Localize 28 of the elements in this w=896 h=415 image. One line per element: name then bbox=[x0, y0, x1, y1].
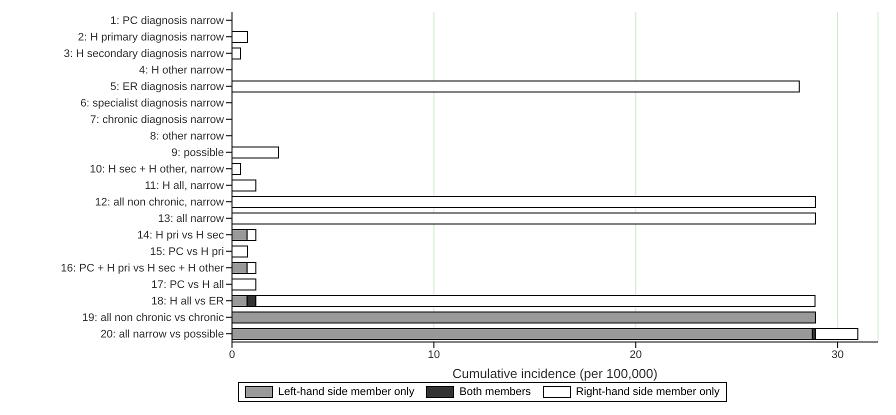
y-tick-label: 6: specialist diagnosis narrow bbox=[80, 98, 224, 110]
y-tick-label: 14: H pri vs H sec bbox=[137, 230, 224, 242]
y-tick-label: 17: PC vs H all bbox=[151, 279, 224, 292]
y-tick-label: 15: PC vs H pri bbox=[150, 246, 224, 258]
y-tick-label: 16: PC + H pri vs H sec + H other bbox=[60, 262, 224, 275]
x-tick-label: 0 bbox=[228, 348, 236, 361]
y-tick-label: 13: all narrow bbox=[158, 213, 224, 226]
y-tick-label: 10: H sec + H other, narrow bbox=[90, 164, 224, 176]
legend-label: Right-hand side member only bbox=[576, 386, 720, 398]
y-tick-label: 1: PC diagnosis narrow bbox=[110, 15, 224, 28]
y-tick-label: 18: H all vs ER bbox=[151, 296, 224, 308]
x-axis-title: Cumulative incidence (per 100,000) bbox=[452, 366, 658, 381]
y-tick-label: 12: all non chronic, narrow bbox=[94, 196, 224, 209]
y-tick-label: 20: all narrow vs possible bbox=[100, 328, 224, 341]
y-tick-label: 3: H secondary diagnosis narrow bbox=[64, 48, 224, 60]
y-tick-label: 19: all non chronic vs chronic bbox=[82, 312, 224, 324]
y-tick-label: 7: chronic diagnosis narrow bbox=[90, 114, 224, 126]
x-tick-label: 30 bbox=[832, 348, 844, 361]
legend-label: Both members bbox=[459, 386, 531, 398]
y-tick-label: 11: H all, narrow bbox=[144, 180, 224, 192]
y-tick-label: 4: H other narrow bbox=[139, 64, 224, 77]
y-tick-label: 5: ER diagnosis narrow bbox=[110, 81, 224, 94]
x-tick-label: 20 bbox=[630, 348, 642, 361]
x-tick-label: 10 bbox=[428, 348, 440, 361]
y-tick-label: 8: other narrow bbox=[150, 130, 224, 143]
y-tick-label: 2: H primary diagnosis narrow bbox=[78, 32, 224, 44]
y-tick-label: 9: possible bbox=[171, 147, 224, 160]
legend-label: Left-hand side member only bbox=[278, 386, 414, 398]
